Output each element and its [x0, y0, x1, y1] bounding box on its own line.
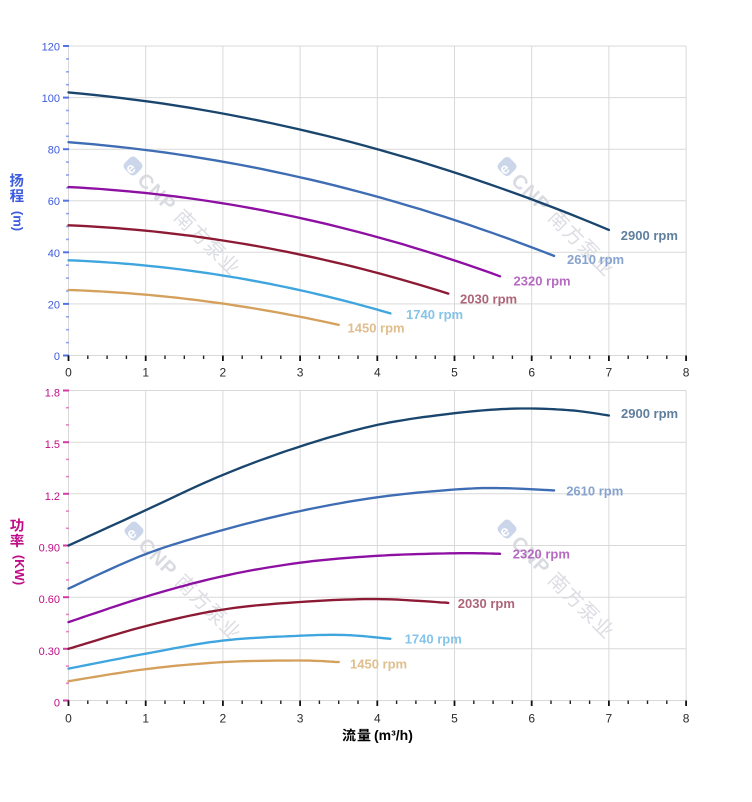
- svg-text:2: 2: [220, 366, 227, 380]
- svg-text:4: 4: [374, 366, 381, 380]
- svg-text:80: 80: [48, 145, 60, 157]
- svg-text:(m): (m): [10, 211, 25, 231]
- svg-text:2: 2: [220, 711, 227, 725]
- svg-text:120: 120: [42, 42, 60, 54]
- svg-text:0: 0: [54, 351, 60, 363]
- svg-text:2030 rpm: 2030 rpm: [458, 596, 515, 611]
- svg-text:2900 rpm: 2900 rpm: [621, 406, 678, 421]
- svg-text:2030 rpm: 2030 rpm: [460, 292, 517, 307]
- svg-text:100: 100: [42, 93, 60, 105]
- svg-text:5: 5: [451, 366, 458, 380]
- svg-text:1.5: 1.5: [45, 439, 60, 451]
- svg-text:1740 rpm: 1740 rpm: [406, 307, 463, 322]
- svg-text:2320 rpm: 2320 rpm: [513, 547, 570, 562]
- svg-text:7: 7: [606, 366, 613, 380]
- svg-text:0.60: 0.60: [39, 594, 60, 606]
- svg-text:2900 rpm: 2900 rpm: [621, 228, 678, 243]
- svg-text:3: 3: [297, 366, 304, 380]
- svg-text:0: 0: [54, 698, 60, 710]
- svg-text:2610 rpm: 2610 rpm: [566, 483, 623, 498]
- svg-text:(KW): (KW): [12, 555, 27, 585]
- svg-text:0.30: 0.30: [39, 646, 60, 658]
- svg-text:0: 0: [65, 711, 72, 725]
- svg-text:1.8: 1.8: [45, 388, 60, 400]
- svg-text:1: 1: [142, 366, 149, 380]
- svg-text:1: 1: [142, 711, 149, 725]
- svg-text:20: 20: [48, 299, 60, 311]
- svg-text:8: 8: [683, 366, 690, 380]
- svg-text:8: 8: [683, 711, 690, 725]
- svg-text:40: 40: [48, 248, 60, 260]
- svg-text:2320 rpm: 2320 rpm: [514, 274, 571, 289]
- svg-text:6: 6: [528, 711, 535, 725]
- svg-text:3: 3: [297, 711, 304, 725]
- svg-text:(m³/h): (m³/h): [374, 727, 413, 743]
- svg-text:0: 0: [65, 366, 72, 380]
- svg-text:0.90: 0.90: [39, 543, 60, 555]
- svg-text:7: 7: [606, 711, 613, 725]
- svg-text:1450 rpm: 1450 rpm: [348, 321, 405, 336]
- svg-text:1450 rpm: 1450 rpm: [350, 657, 407, 672]
- svg-text:6: 6: [528, 366, 535, 380]
- svg-text:5: 5: [451, 711, 458, 725]
- svg-text:1740 rpm: 1740 rpm: [405, 631, 462, 646]
- svg-text:2610 rpm: 2610 rpm: [567, 252, 624, 267]
- svg-text:60: 60: [48, 196, 60, 208]
- svg-text:1.2: 1.2: [45, 491, 60, 503]
- svg-text:4: 4: [374, 711, 381, 725]
